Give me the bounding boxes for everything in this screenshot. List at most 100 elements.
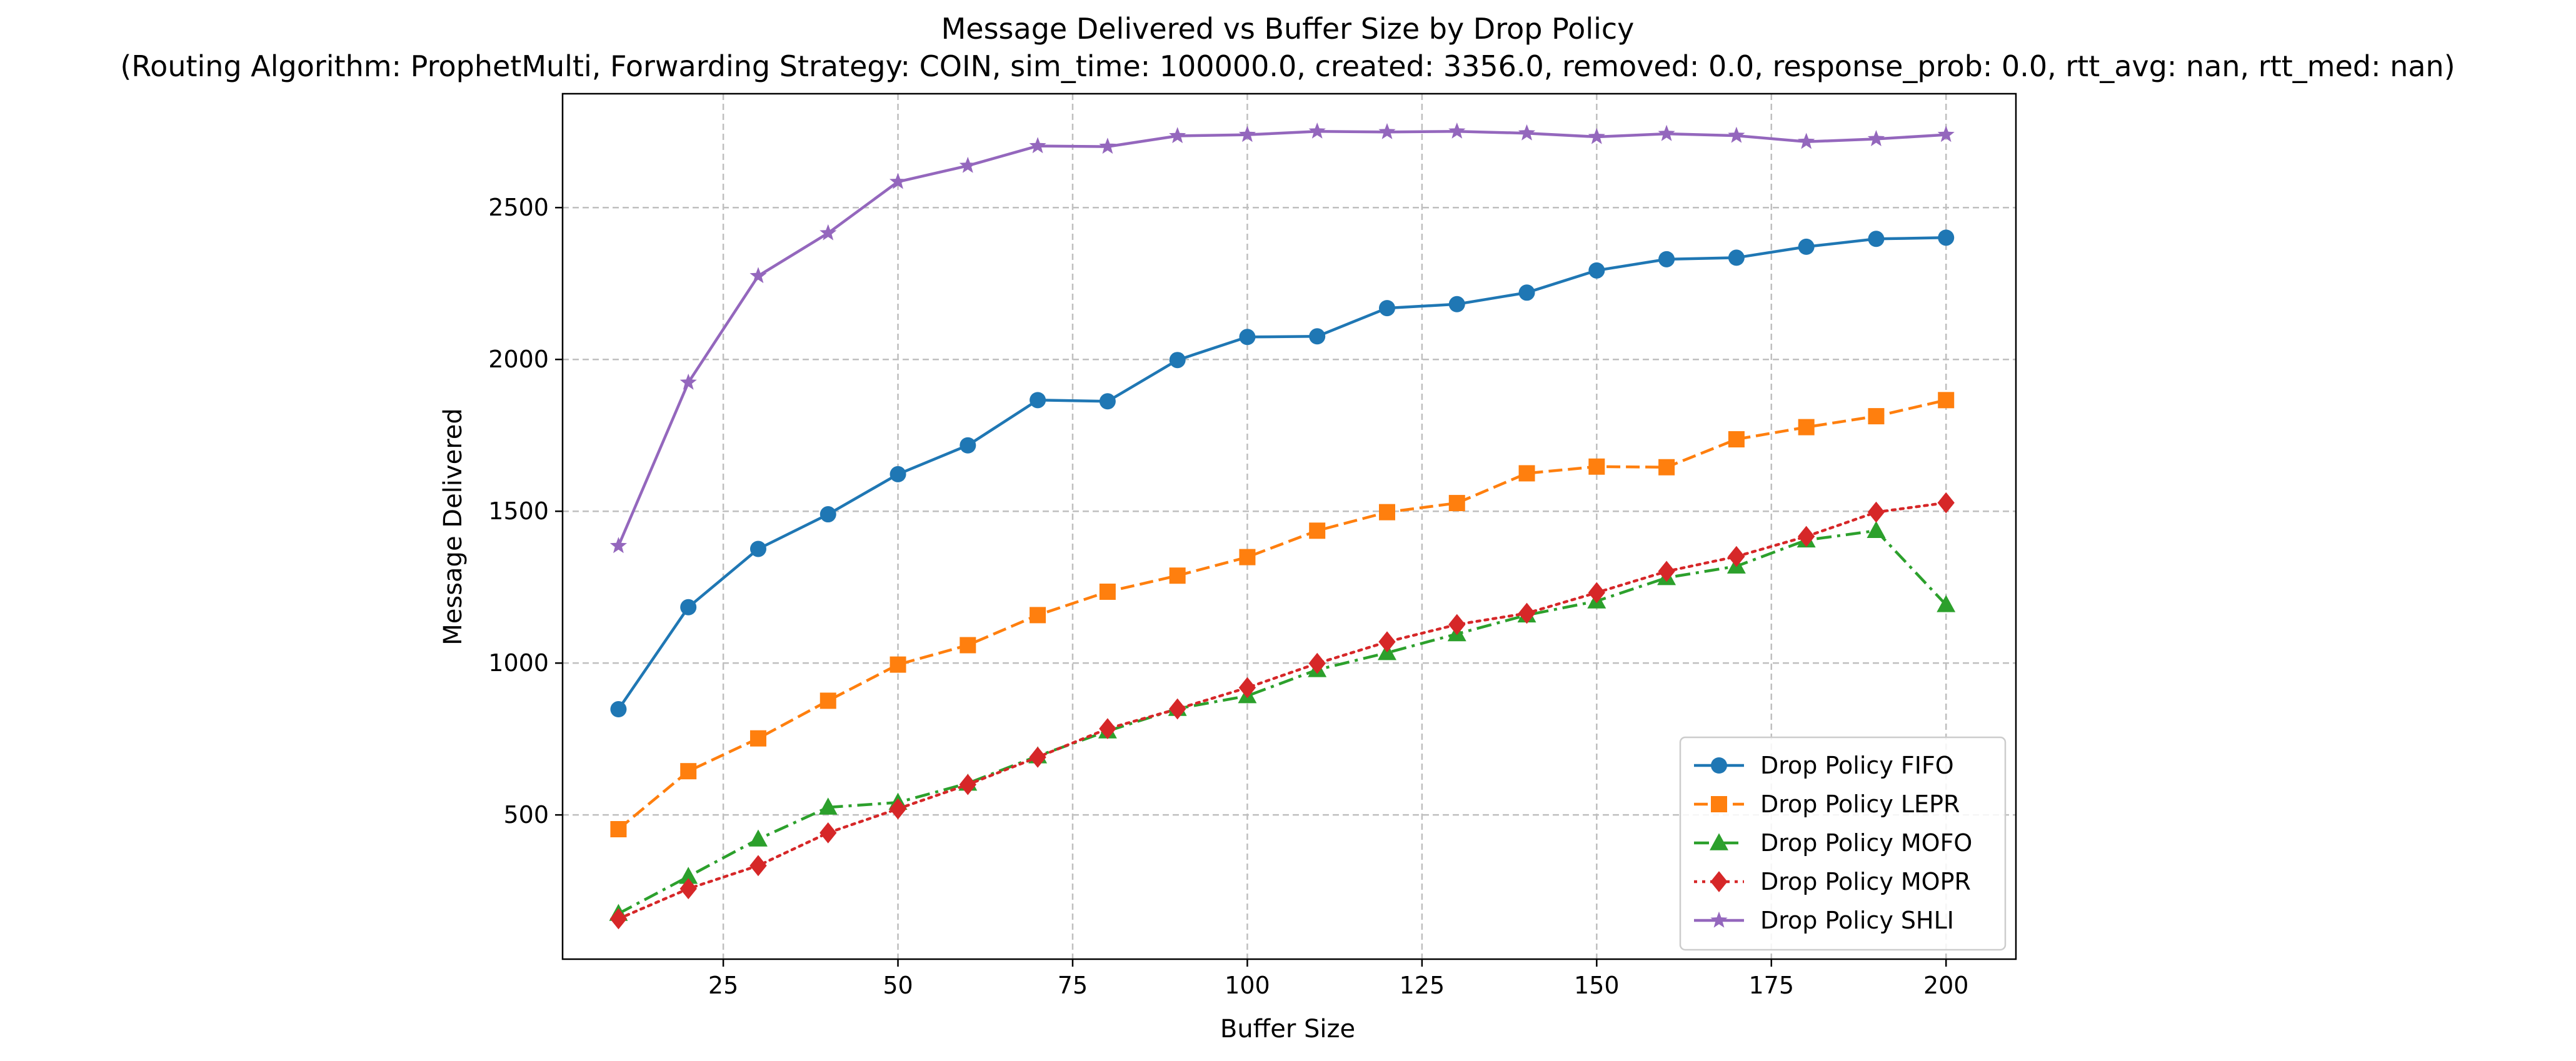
series-line: [617, 501, 1948, 920]
plot-frame: [561, 92, 2017, 960]
legend-label: Drop Policy LEPR: [1760, 790, 1960, 818]
data-point: [818, 797, 838, 815]
data-point: [1238, 126, 1256, 142]
data-point: [679, 878, 697, 900]
data-point: [1937, 126, 1955, 142]
data-point: [959, 156, 976, 173]
x-tick-label: 175: [1749, 972, 1795, 999]
x-tick-label: 150: [1574, 972, 1620, 999]
data-point: [1728, 545, 1745, 567]
legend-marker: [1710, 871, 1728, 892]
data-point: [1588, 582, 1605, 604]
data-point: [1169, 698, 1186, 720]
data-point: [749, 267, 767, 284]
legend: Drop Policy FIFO Drop Policy LEPR Drop Pol…: [1679, 736, 2007, 951]
series-drop-policy-mopr: [609, 492, 1955, 930]
data-point: [959, 774, 976, 795]
data-point: [679, 867, 698, 884]
data-point: [1309, 328, 1326, 345]
x-axis-label: Buffer Size: [1220, 1015, 1355, 1044]
chart-subtitle: (Routing Algorithm: ProphetMulti, Forwar…: [120, 49, 2455, 83]
x-tick-label: 200: [1923, 972, 1969, 999]
data-point: [1169, 127, 1186, 144]
data-point: [1029, 746, 1046, 768]
data-point: [1867, 521, 1886, 539]
data-point: [1728, 126, 1745, 143]
data-point: [1099, 137, 1116, 154]
x-tick-label: 100: [1225, 972, 1270, 999]
series-line: [617, 130, 1947, 547]
data-point: [610, 821, 627, 838]
data-point: [1378, 122, 1396, 139]
data-point: [1867, 501, 1885, 523]
legend-marker: [1710, 833, 1728, 850]
data-point: [1658, 251, 1675, 267]
data-point: [1239, 549, 1256, 565]
data-point: [1308, 122, 1326, 139]
data-point: [819, 506, 836, 523]
data-point: [1448, 614, 1466, 635]
data-point: [1868, 231, 1885, 247]
data-point: [960, 637, 976, 654]
data-point: [1938, 229, 1955, 246]
x-tick-label: 125: [1400, 972, 1445, 999]
data-point: [1448, 296, 1465, 312]
data-point: [1518, 465, 1535, 482]
data-point: [1448, 122, 1466, 139]
data-point: [749, 730, 766, 747]
legend-box: [1679, 736, 2007, 951]
chart-title: Message Delivered vs Buffer Size by Drop…: [941, 12, 1635, 46]
data-point: [890, 466, 906, 482]
series-drop-policy-lepr: [610, 392, 1955, 838]
x-tick-label: 75: [1058, 972, 1088, 999]
data-point: [679, 373, 697, 390]
data-point: [680, 599, 697, 615]
y-tick-label: 500: [503, 801, 549, 829]
data-point: [1030, 607, 1046, 624]
data-point: [1588, 262, 1605, 279]
data-point: [609, 537, 627, 554]
x-tick-label: 25: [708, 972, 738, 999]
y-tick-label: 2000: [488, 346, 549, 373]
data-point: [1029, 137, 1046, 154]
x-tick-label: 50: [883, 972, 913, 999]
data-point: [819, 692, 836, 709]
data-point: [1239, 329, 1256, 346]
data-point: [1099, 393, 1116, 410]
data-point: [1937, 595, 1956, 612]
legend-label: Drop Policy SHLI: [1760, 907, 1954, 934]
data-point: [749, 829, 768, 847]
data-point: [1798, 419, 1815, 436]
data-point: [1378, 504, 1395, 521]
data-point: [1518, 124, 1536, 141]
data-point: [1728, 249, 1745, 266]
data-point: [889, 798, 907, 820]
legend-label: Drop Policy FIFO: [1760, 752, 1954, 779]
y-tick-label: 2500: [488, 194, 549, 221]
series-group: [609, 122, 1956, 930]
data-point: [1798, 132, 1815, 149]
data-point: [1518, 602, 1536, 624]
legend-marker: [1711, 757, 1727, 774]
legend-label: Drop Policy MOPR: [1760, 868, 1971, 895]
data-point: [1378, 300, 1395, 317]
series-drop-policy-fifo: [610, 229, 1955, 718]
data-point: [1798, 238, 1815, 255]
data-point: [1099, 718, 1116, 740]
data-point: [1030, 392, 1046, 409]
legend-label: Drop Policy MOFO: [1760, 829, 1972, 857]
data-point: [1099, 583, 1116, 600]
series-drop-policy-mofo: [609, 521, 1956, 921]
data-point: [819, 822, 837, 844]
y-axis-label: Message Delivered: [439, 408, 468, 645]
data-point: [749, 855, 767, 877]
legend-marker: [1711, 796, 1727, 812]
data-point: [1378, 631, 1396, 653]
data-point: [1169, 352, 1186, 369]
data-point: [1169, 567, 1186, 584]
data-point: [1798, 526, 1815, 547]
data-point: [1868, 408, 1885, 425]
